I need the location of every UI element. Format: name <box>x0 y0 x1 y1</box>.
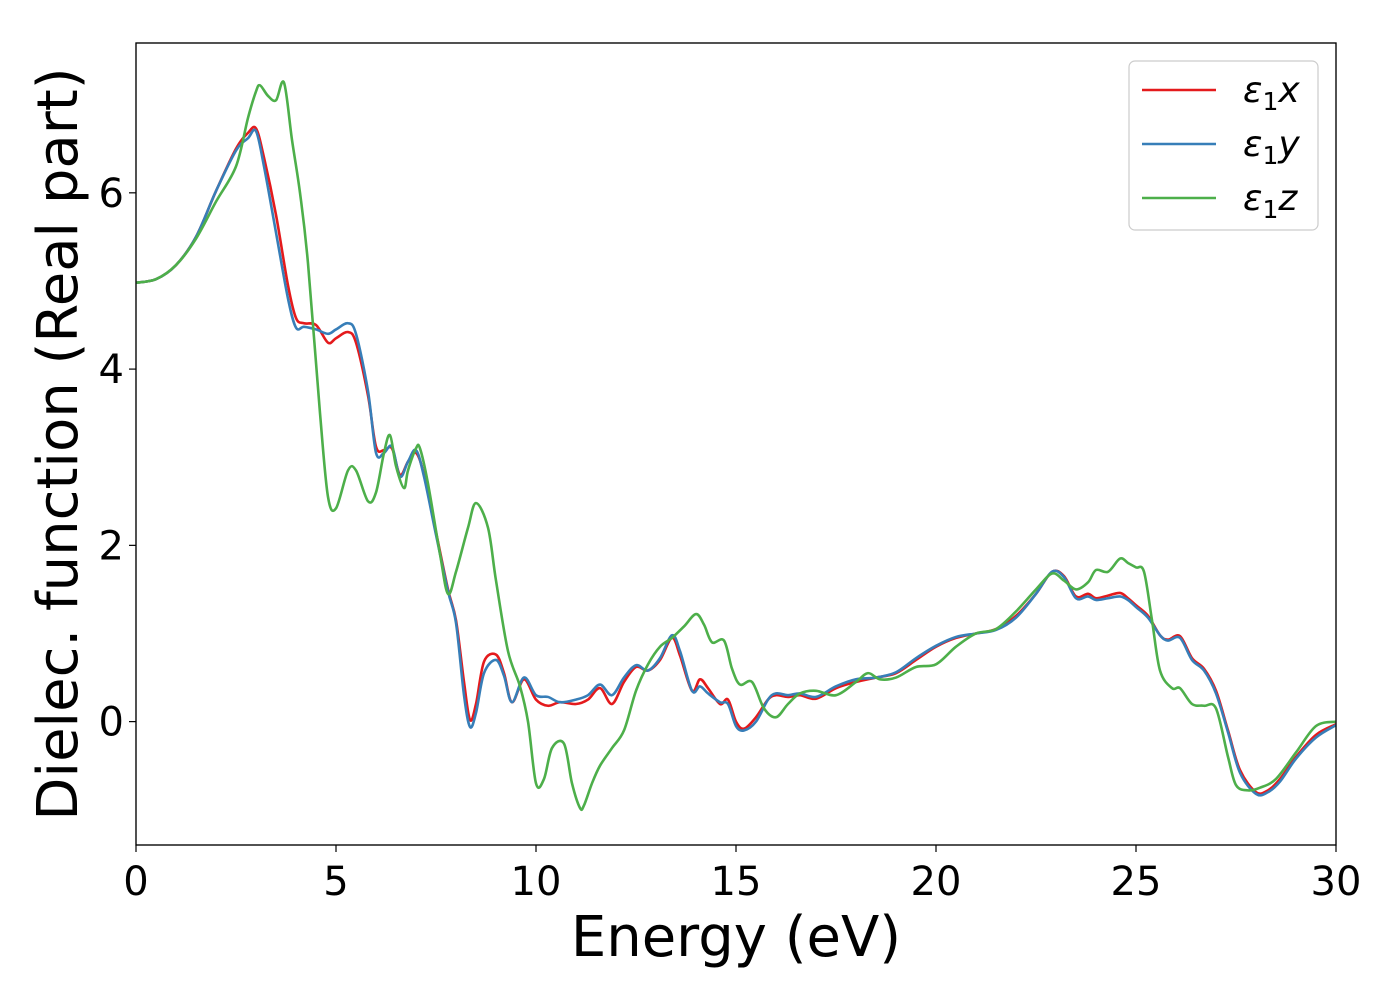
legend-label-component: x <box>1277 70 1300 111</box>
x-tick-label: 30 <box>1311 859 1362 905</box>
legend-label-y: ε1y <box>1243 124 1300 170</box>
y-tick-label: 4 <box>99 347 124 393</box>
legend-label-subscript: 1 <box>1262 87 1278 116</box>
y-axis-ticks: 0 2 4 6 <box>99 171 136 746</box>
x-tick-label: 15 <box>711 859 762 905</box>
series-layer <box>136 80 1336 812</box>
x-tick-label: 0 <box>123 859 148 905</box>
x-tick-label: 10 <box>511 859 562 905</box>
x-axis-ticks: 0 5 10 15 20 25 30 <box>123 845 1361 905</box>
series-line-x <box>136 125 1336 795</box>
y-tick-label: 6 <box>99 171 124 217</box>
y-axis-label: Dielec. function (Real part) <box>26 67 91 820</box>
y-tick-label: 2 <box>99 523 124 569</box>
x-axis-label: Energy (eV) <box>571 905 901 970</box>
x-tick-label: 5 <box>323 859 348 905</box>
legend-label-z: ε1z <box>1243 178 1298 224</box>
legend-label-component: z <box>1277 178 1298 219</box>
x-tick-label: 25 <box>1111 859 1162 905</box>
legend-label-x: ε1x <box>1243 70 1300 116</box>
plot-border <box>135 42 1337 846</box>
legend-label-base: ε <box>1243 124 1262 165</box>
legend-label-base: ε <box>1243 70 1262 111</box>
legend-box <box>1128 60 1319 231</box>
legend-label-subscript: 1 <box>1262 141 1278 170</box>
x-tick-label: 20 <box>911 859 962 905</box>
legend-label-base: ε <box>1243 178 1262 219</box>
series-line-z <box>136 80 1336 812</box>
legend-label-component: y <box>1277 124 1300 165</box>
legend-label-subscript: 1 <box>1262 195 1278 224</box>
y-tick-label: 0 <box>99 700 124 746</box>
